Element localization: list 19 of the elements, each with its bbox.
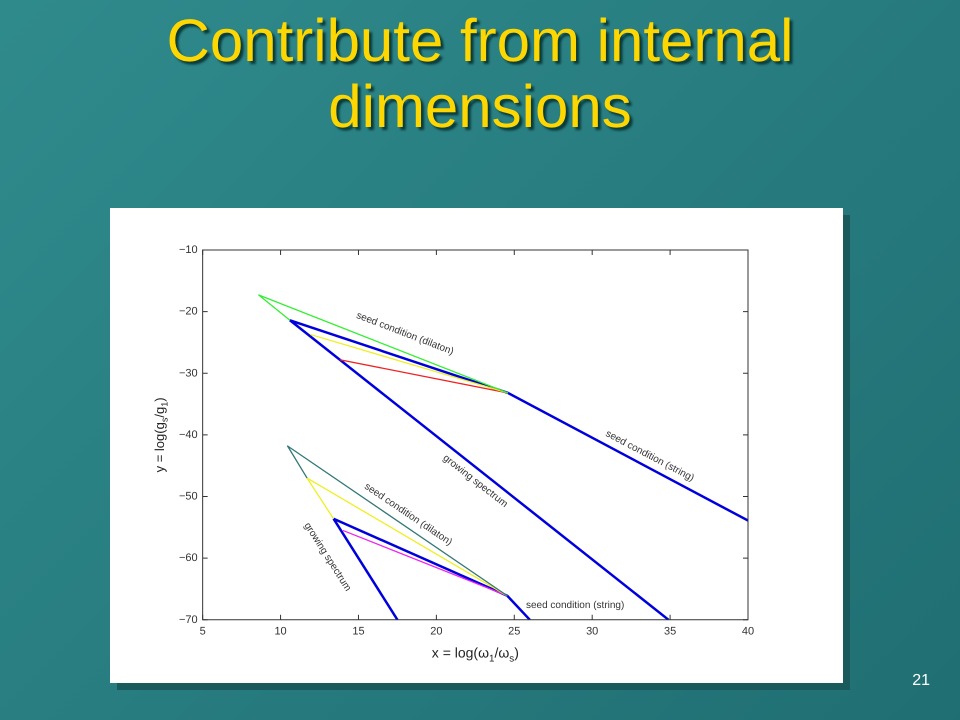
x-tick-label: 10 [274, 625, 287, 638]
x-tick-label: 35 [664, 625, 676, 638]
y-axis-title: y = log(gs/g1) [152, 397, 170, 472]
x-tick-label: 25 [508, 625, 520, 638]
x-tick-label: 20 [430, 625, 442, 638]
x-tick-label: 30 [586, 625, 598, 638]
x-tick-label: 5 [200, 625, 206, 638]
y-tick-label: −40 [178, 428, 198, 441]
y-tick-label: −10 [178, 244, 198, 256]
y-tick-label: −50 [178, 490, 198, 503]
y-tick-label: −30 [178, 367, 198, 380]
x-tick-label: 40 [742, 625, 754, 638]
y-tick-label: −70 [178, 614, 198, 626]
annotation: seed condition (string) [526, 600, 624, 611]
text: 21 [912, 672, 930, 690]
x-tick-label: 15 [352, 625, 365, 638]
y-tick-label: −60 [178, 552, 198, 564]
chart-title: Contribute from internal dimensions [166, 7, 794, 140]
y-tick-label: −20 [178, 306, 198, 318]
